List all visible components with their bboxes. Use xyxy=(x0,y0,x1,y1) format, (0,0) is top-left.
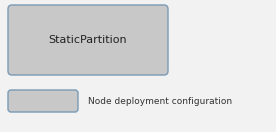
FancyBboxPatch shape xyxy=(8,5,168,75)
FancyBboxPatch shape xyxy=(8,90,78,112)
Text: Node deployment configuration: Node deployment configuration xyxy=(88,96,232,105)
Text: StaticPartition: StaticPartition xyxy=(49,35,127,45)
